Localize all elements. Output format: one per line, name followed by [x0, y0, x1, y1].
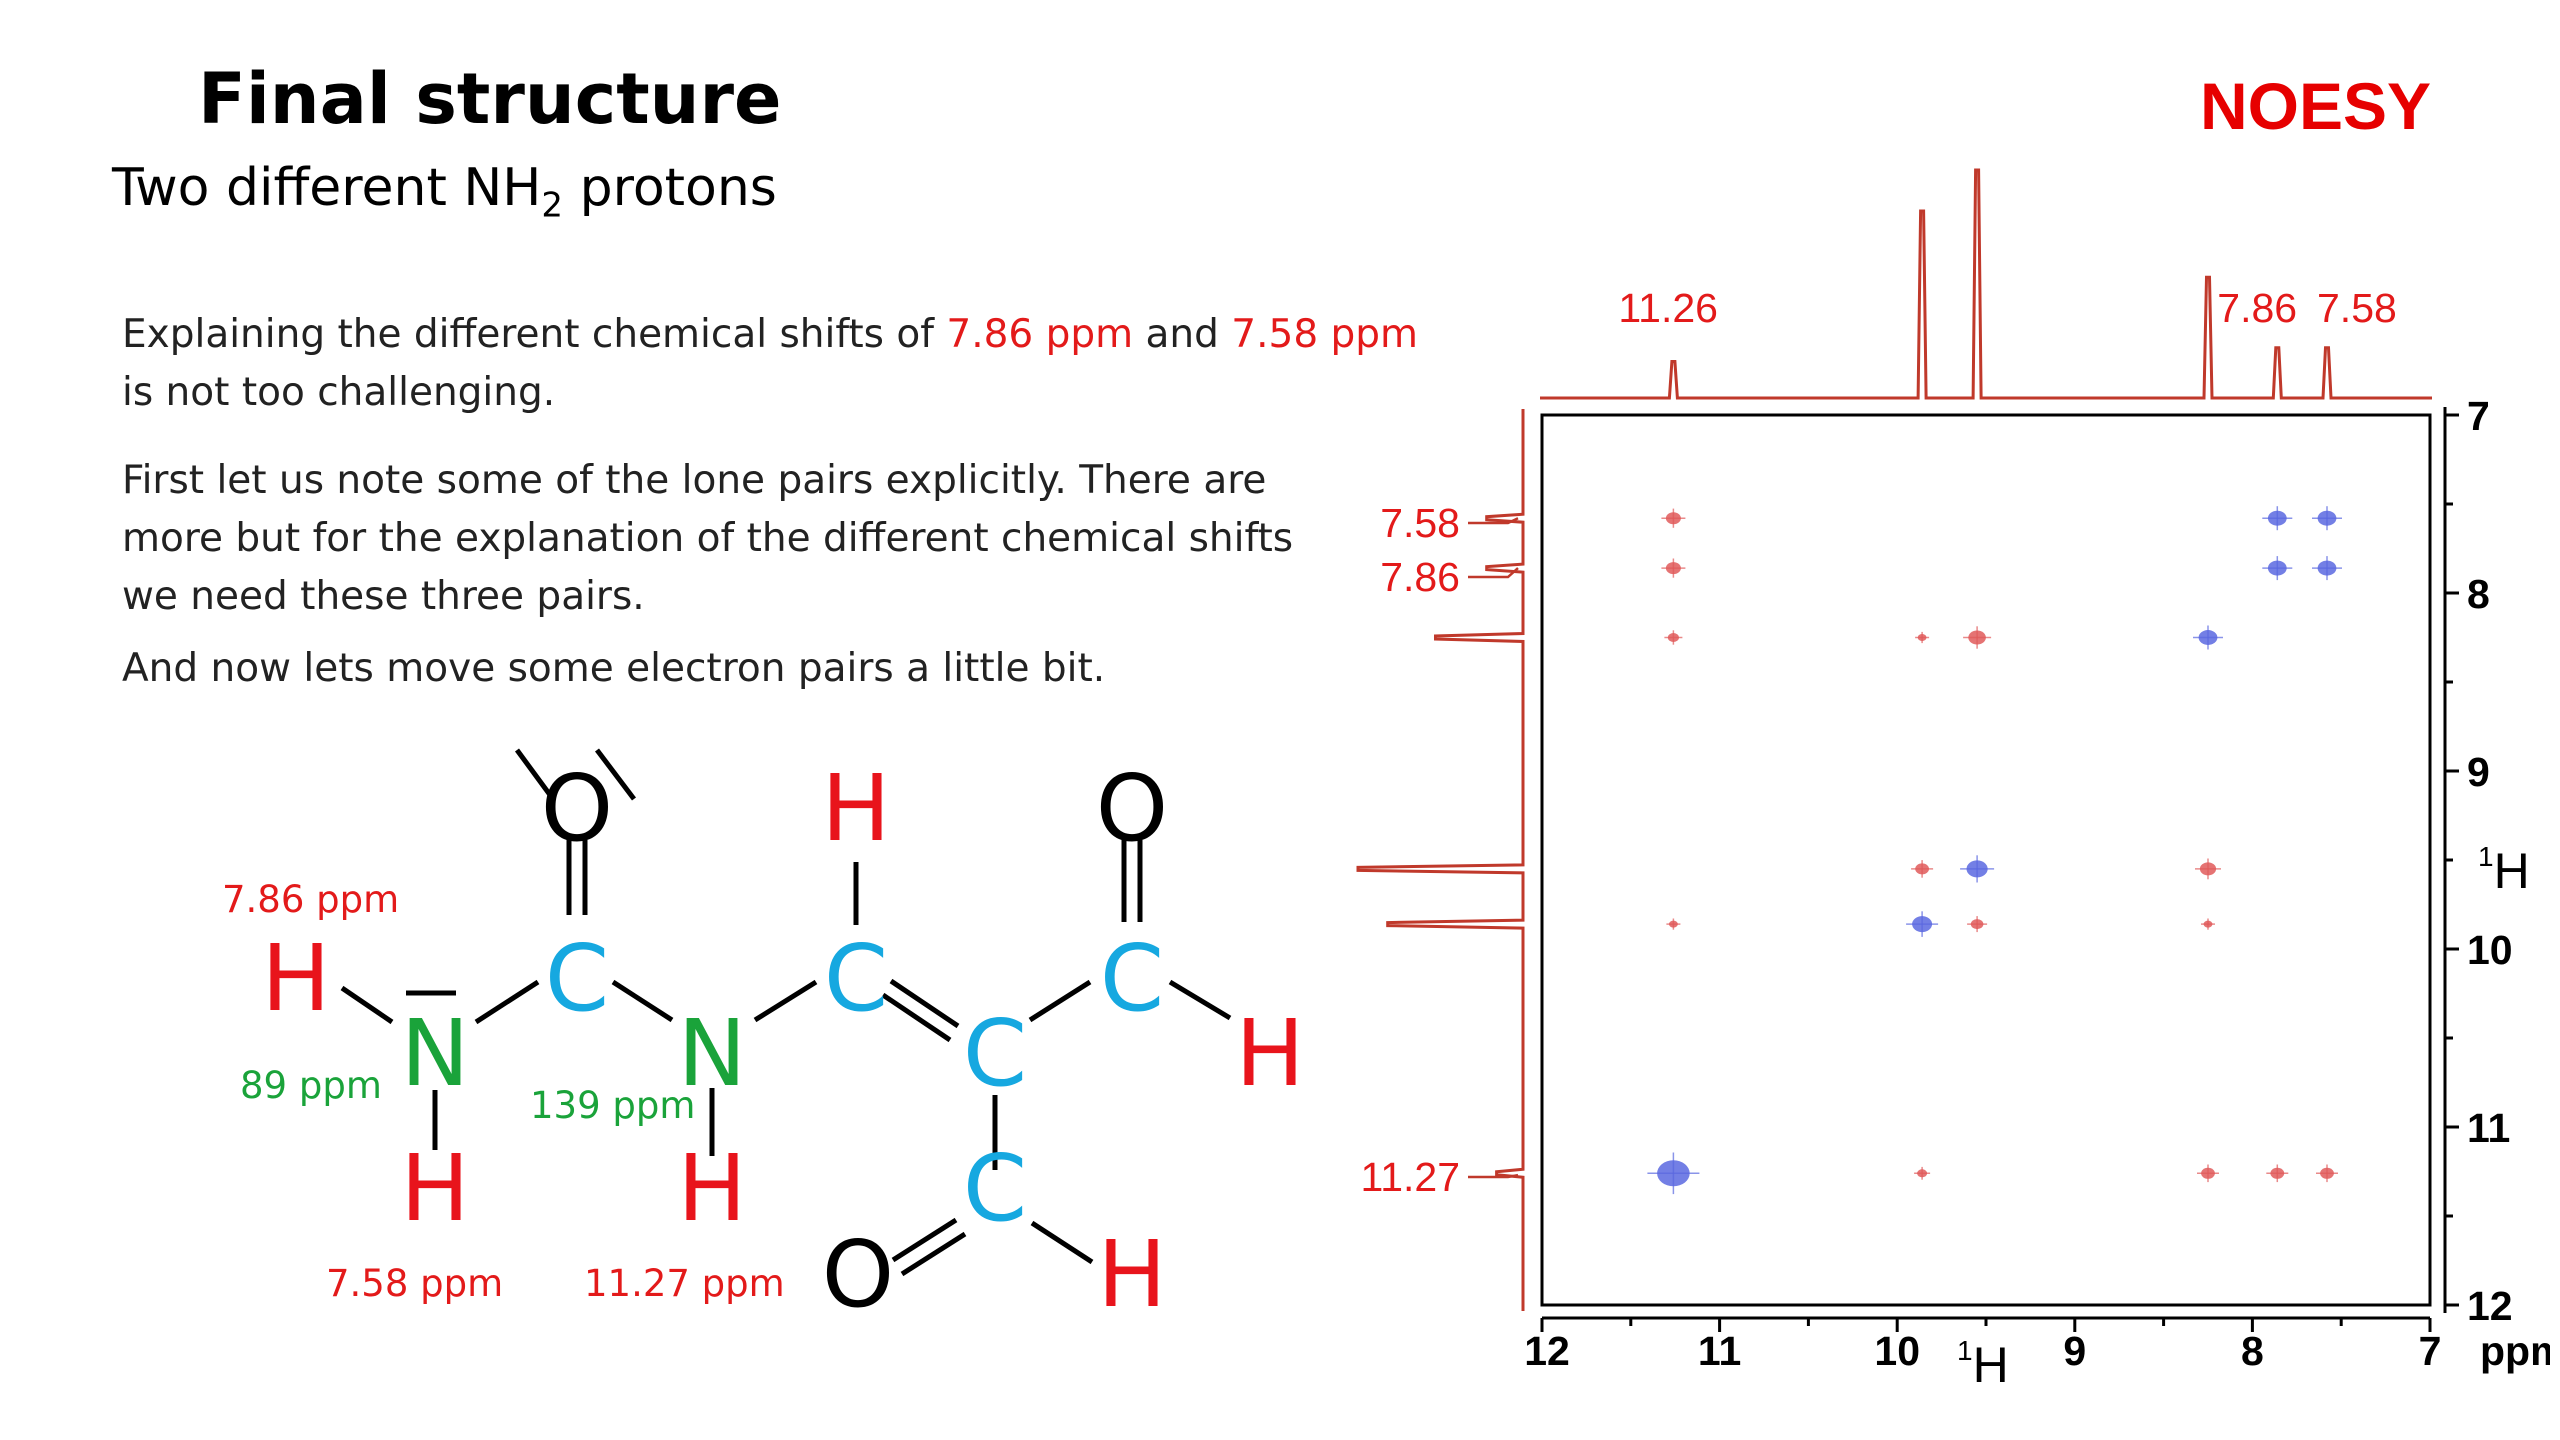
- structure-shift-labels: 7.86 ppm 89 ppm 139 ppm 7.58 ppm 11.27 p…: [222, 878, 785, 1305]
- chemical-structure: O H O H C C C N N C H H H C O H 7.86 ppm…: [222, 748, 1305, 1328]
- left-label-connector: [1468, 567, 1519, 579]
- y-tick-label: 11: [2467, 1105, 2510, 1151]
- atom-carbon-cho-right: C: [1100, 925, 1164, 1032]
- atom-carbon-urea: C: [545, 925, 609, 1032]
- subtitle-main: Two different NH: [112, 158, 542, 218]
- x-tick-label: 11: [1698, 1328, 1741, 1374]
- top-1d-trace: [1540, 168, 2432, 400]
- shift-b-text: 7.58 ppm: [1231, 312, 1419, 357]
- atom-nitrogen-middle: N: [678, 1000, 747, 1107]
- x-tick-label: 7: [2419, 1328, 2442, 1374]
- lone-pair-mark-left: [514, 748, 556, 801]
- paragraph-1: Explaining the different chemical shifts…: [122, 306, 1462, 422]
- x-axis-unit: ppm: [2480, 1328, 2550, 1374]
- x-axis-nucleus: 1: [1957, 1335, 1973, 1366]
- paragraph-3: And now lets move some electron pairs a …: [122, 646, 1106, 691]
- label-139-ppm: 139 ppm: [530, 1084, 695, 1127]
- cross-peaks: [1647, 506, 2342, 1195]
- atom-hydrogen-ch: H: [821, 755, 890, 862]
- plot-frame: [1540, 413, 2432, 1307]
- subtitle-subscript: 2: [541, 185, 564, 226]
- x-tick-label: 8: [2241, 1328, 2264, 1374]
- y-axis-letter: H: [2494, 843, 2530, 899]
- structure-atoms: O H O H C C C N N C H H H C O H: [261, 755, 1304, 1328]
- atom-carbon-cho-bottom: C: [963, 1135, 1027, 1242]
- left-trace-line: [1356, 409, 1525, 1311]
- left-1d-trace: [1356, 409, 1525, 1311]
- atom-hydrogen-nh: H: [677, 1135, 746, 1242]
- y-tick-label: 10: [2467, 927, 2513, 973]
- structure-bonds: [340, 748, 1232, 1277]
- x-tick-label: 12: [1524, 1328, 1570, 1374]
- atom-hydrogen-cho-bottom: H: [1097, 1221, 1166, 1328]
- x-tick-label: 10: [1874, 1328, 1920, 1374]
- label-89-ppm: 89 ppm: [240, 1064, 382, 1107]
- y-axis-nucleus: 1: [2478, 841, 2494, 872]
- lone-pair-mark-right: [595, 748, 636, 801]
- y-tick-label: 12: [2467, 1283, 2513, 1329]
- top-peak-label: 7.58: [2317, 285, 2397, 331]
- paragraph-1-and: and: [1133, 312, 1232, 357]
- y-axis-title: 1H: [2478, 841, 2530, 899]
- atom-carbon-center: C: [963, 1000, 1027, 1107]
- label-11-27-ppm: 11.27 ppm: [584, 1262, 785, 1305]
- x-tick-label: 9: [2063, 1328, 2086, 1374]
- slide-subtitle: Two different NH2 protons: [112, 158, 777, 225]
- left-label-connector: [1468, 1173, 1519, 1179]
- atom-carbon-ch: C: [824, 925, 888, 1032]
- paragraph-2: First let us note some of the lone pairs…: [122, 458, 1294, 619]
- x-axis-title: 1H: [1957, 1335, 2009, 1393]
- technique-label: NOESY: [2200, 69, 2432, 143]
- atom-oxygen-bottom: O: [822, 1221, 894, 1328]
- subtitle-end: protons: [579, 158, 777, 218]
- left-peak-labels: 7.58 7.86 11.27: [1360, 500, 1519, 1200]
- paragraph-1-part-1: Explaining the different chemical shifts…: [122, 312, 947, 357]
- atom-nitrogen-left: N: [401, 1000, 470, 1107]
- paragraph-1-part-2: is not too challenging.: [122, 370, 556, 415]
- top-peak-label: 11.26: [1618, 285, 1718, 331]
- y-tick-label: 8: [2467, 571, 2490, 617]
- atom-oxygen-top: O: [541, 755, 613, 862]
- y-tick-label: 7: [2467, 393, 2490, 439]
- label-7-86-ppm: 7.86 ppm: [222, 878, 399, 921]
- atom-hydrogen-nh2-bottom: H: [400, 1135, 469, 1242]
- y-tick-label: 9: [2467, 749, 2490, 795]
- slide-title: Final structure: [198, 58, 782, 140]
- x-axis-letter: H: [1973, 1337, 2009, 1393]
- x-axis: 12 11 10 9 8 7: [1524, 1316, 2442, 1374]
- left-label-connector: [1468, 517, 1519, 525]
- top-trace-line: [1540, 168, 2432, 400]
- label-7-58-ppm: 7.58 ppm: [326, 1262, 503, 1305]
- shift-a-text: 7.86 ppm: [946, 312, 1134, 357]
- top-peak-labels: 11.26 7.86 7.58: [1618, 285, 2396, 331]
- left-peak-label: 11.27: [1360, 1154, 1460, 1200]
- left-peak-label: 7.86: [1380, 554, 1460, 600]
- atom-hydrogen-cho-right: H: [1235, 1000, 1304, 1107]
- top-peak-label: 7.86: [2217, 285, 2297, 331]
- left-peak-label: 7.58: [1380, 500, 1460, 546]
- atom-hydrogen-nh2-top: H: [261, 925, 330, 1032]
- y-axis: 7 8 9 10 11 12: [2443, 393, 2513, 1329]
- atom-oxygen-right: O: [1096, 755, 1168, 862]
